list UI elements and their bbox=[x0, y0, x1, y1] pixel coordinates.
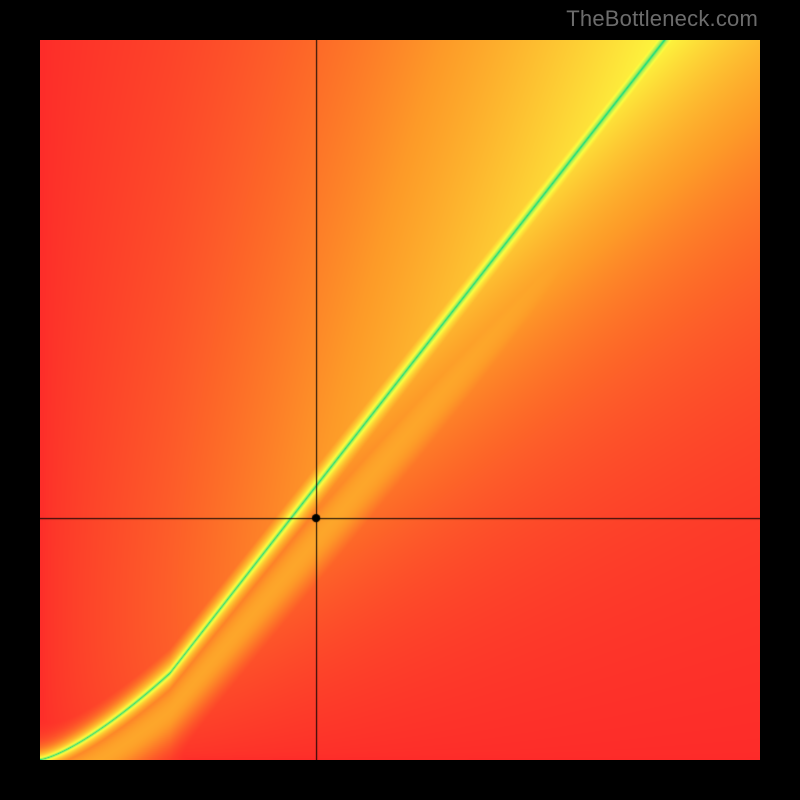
chart-container: TheBottleneck.com bbox=[0, 0, 800, 800]
heatmap-canvas bbox=[40, 40, 760, 760]
watermark-text: TheBottleneck.com bbox=[566, 6, 758, 32]
